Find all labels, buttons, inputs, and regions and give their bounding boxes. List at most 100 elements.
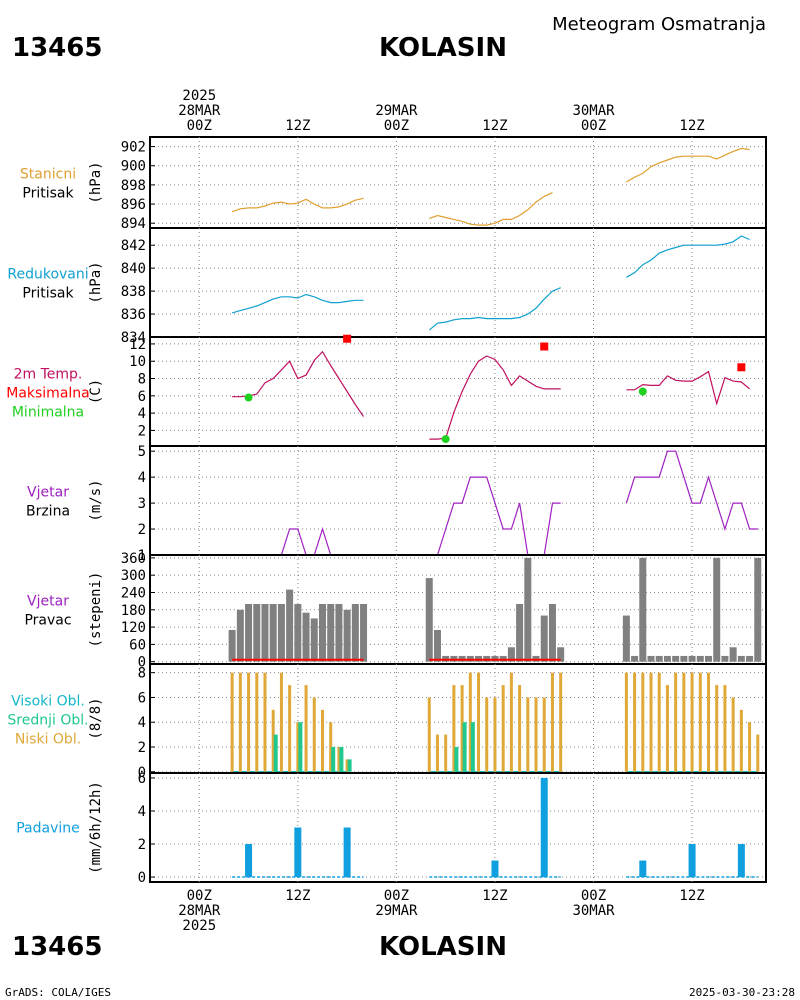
time-label: 29MAR [375,103,418,119]
low-cloud-bar [559,672,563,772]
panel-label: Redukovani [7,267,88,283]
mid-cloud-bar [331,746,336,772]
wind-dir-bar [327,604,335,662]
y-tick-label: 4 [138,804,146,820]
y-axis-label: (8/8) [88,697,104,739]
y-tick-label: 6 [138,690,146,706]
wind-dir-bar [360,604,368,662]
time-label: 00Z [581,118,606,134]
wind-dir-bar [261,604,269,662]
wind-dir-bar [705,655,713,662]
low-cloud-bar [452,685,456,772]
y-tick-label: 12 [129,337,146,353]
y-tick-label: 894 [121,216,146,232]
wind-dir-bar [507,647,515,662]
time-label: 00Z [187,118,212,134]
precip-bar [343,827,351,878]
y-tick-label: 2 [138,837,146,853]
time-label: 30MAR [572,903,615,919]
low-cloud-bar [715,685,719,772]
panel-frame [149,336,767,447]
y-tick-label: 120 [121,620,146,636]
y-tick-label: 902 [121,140,146,156]
wind-dir-bar [228,629,236,662]
panel-frame [149,136,767,229]
precip-bar [688,844,696,878]
panel-wind_speed: 1 2 3 4 5 (m/s) Vjetar Brzina [26,444,767,564]
low-cloud-bar [748,722,752,772]
series-line [429,476,561,556]
low-cloud-bar [337,746,341,772]
min-temp-marker [441,435,450,444]
panel-label: Vjetar [27,594,69,610]
wind-dir-bar [647,655,655,662]
wind-dir-bar [277,604,285,662]
y-tick-label: 838 [121,284,146,300]
wind-dir-bar [433,629,441,662]
series-line [428,287,561,331]
panel-frame [149,445,767,556]
y-tick-label: 900 [121,159,146,175]
wind-dir-bar [253,604,261,662]
y-axis-label: (m/s) [88,479,104,521]
y-tick-label: 898 [121,178,146,194]
wind-dir-bar [663,655,671,662]
y-tick-label: 842 [121,238,146,254]
panel-label: 2m Temp. [14,367,83,383]
panel-label: Vjetar [27,485,69,501]
low-cloud-bar [633,672,637,772]
series-line [626,235,750,278]
low-cloud-bar [674,672,678,772]
low-cloud-bar [477,672,481,772]
low-cloud-bar [493,697,497,772]
wind-dir-bar [236,609,244,662]
panel-label: Pritisak [22,186,74,202]
series-line [429,192,553,226]
time-label: 2025 [182,918,216,934]
y-tick-label: 8 [138,666,146,682]
panel-frame [149,227,767,338]
wind-dir-bar [335,604,343,662]
y-tick-label: 240 [121,585,146,601]
wind-dir-bar [269,604,277,662]
series-line [231,293,364,314]
mid-cloud-bar [339,746,344,772]
series-line [232,350,364,417]
low-cloud-bar [312,697,316,772]
min-temp-marker [244,393,253,402]
low-cloud-bar [649,672,653,772]
panel-label: Pravac [24,613,71,629]
wind-dir-bar [318,604,326,662]
series-line [429,355,561,440]
time-label: 12Z [679,118,704,134]
low-cloud-bar [444,734,448,772]
panels: 894896898900902(hPa)StanicniPritisak8348… [6,136,767,886]
mid-cloud-bar [273,734,278,772]
wind-dir-bar [245,604,253,662]
time-label: 00Z [384,888,409,904]
y-axis-label: (C) [88,379,104,404]
y-tick-label: 10 [129,354,146,370]
low-cloud-bar [542,697,546,772]
time-label: 2025 [182,88,216,104]
y-tick-label: 836 [121,307,146,323]
time-label: 12Z [285,888,310,904]
precip-bar [639,860,647,878]
wind-dir-bar [713,557,721,662]
low-cloud-bar [550,672,554,772]
low-cloud-bar [345,759,349,772]
y-tick-label: 3 [138,496,146,512]
y-axis-label: (hPa) [88,261,104,303]
panel-clouds: 0 2 4 6 8 (8/8)Visoki Obl. Srednji Obl. Niski O… [7,663,767,781]
low-cloud-bar [624,672,628,772]
time-label: 28MAR [178,903,221,919]
y-tick-label: 4 [138,470,146,486]
min-temp-marker [638,387,647,396]
panel-precipitation: 0 2 4 6 (mm/6h/12h) Padavine [16,771,767,886]
low-cloud-bar [247,672,251,772]
mid-cloud-bar [347,759,352,772]
y-tick-label: 180 [121,603,146,619]
time-label: 29MAR [375,903,418,919]
